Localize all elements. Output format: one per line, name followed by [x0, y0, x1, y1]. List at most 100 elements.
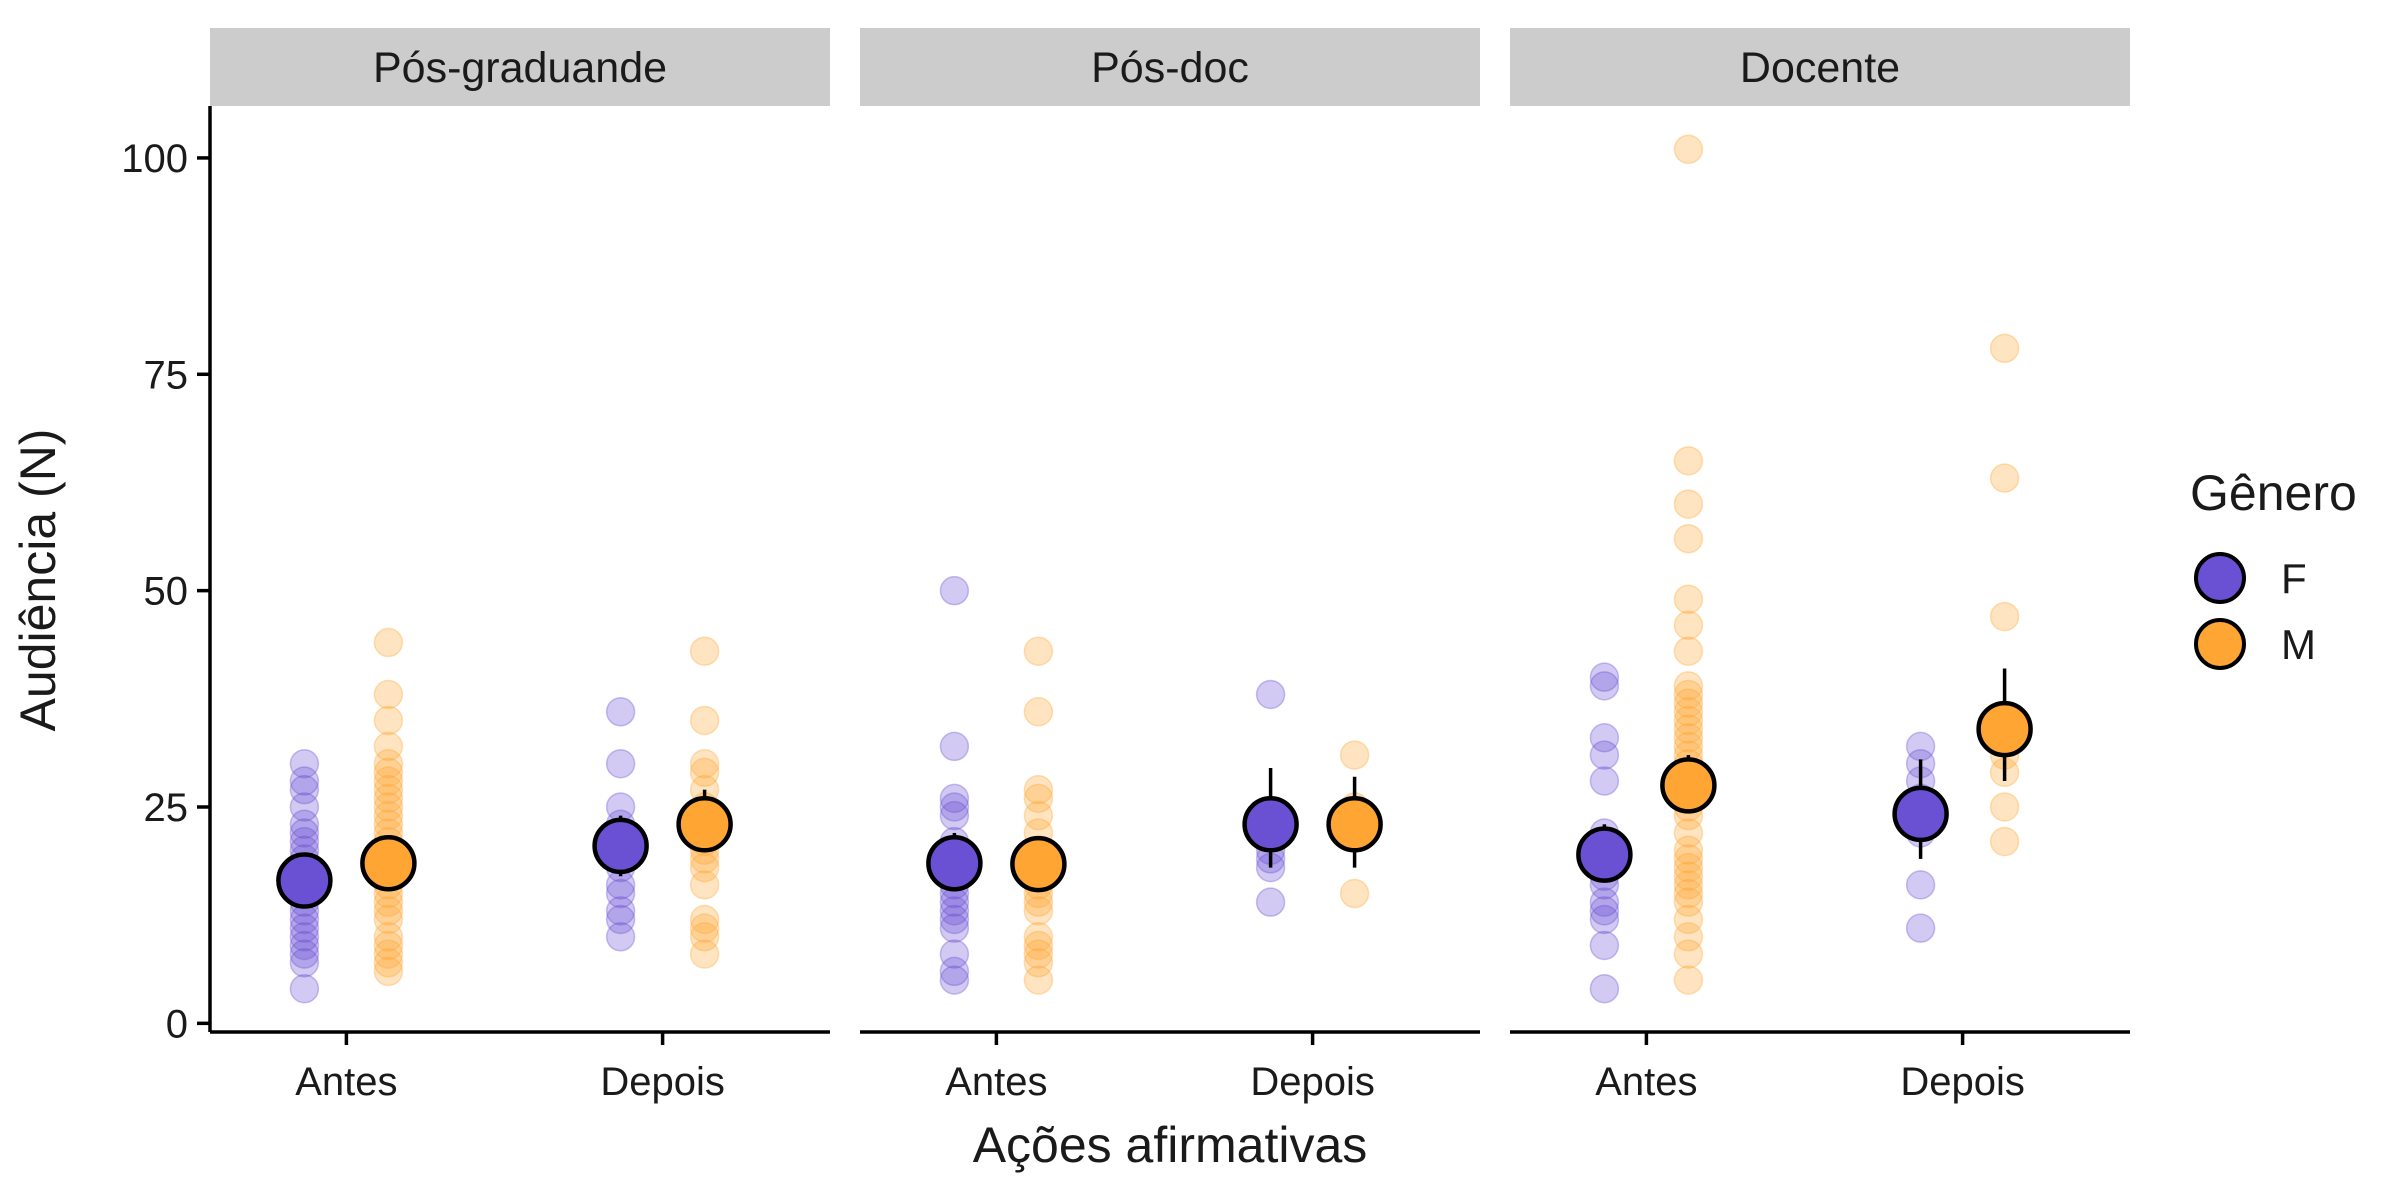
data-point	[689, 904, 720, 935]
data-point	[289, 913, 320, 943]
data-point	[1673, 904, 1704, 935]
data-point	[289, 809, 320, 840]
data-point	[1673, 887, 1704, 917]
data-point	[1589, 930, 1620, 961]
data-point	[373, 792, 404, 822]
data-point	[289, 792, 320, 822]
data-point	[605, 896, 636, 926]
legend-title: Gênero	[2190, 465, 2357, 521]
x-tick-label: Antes	[295, 1060, 397, 1104]
mean-point	[276, 852, 333, 909]
data-point	[1023, 948, 1054, 978]
data-point	[1023, 774, 1054, 805]
facet-strip	[1510, 28, 2130, 106]
data-point	[1339, 878, 1370, 909]
data-point	[689, 705, 720, 736]
data-point	[939, 913, 970, 943]
data-point	[373, 748, 404, 779]
facet-strip-label: Docente	[1740, 44, 1900, 92]
data-point	[605, 697, 636, 727]
data-point	[1673, 705, 1704, 736]
data-point	[1673, 671, 1704, 701]
data-point	[289, 818, 320, 848]
facet-strip	[860, 28, 1480, 106]
data-point	[1023, 783, 1054, 814]
data-point	[1989, 463, 2020, 493]
data-point	[1589, 766, 1620, 796]
data-point	[373, 766, 404, 796]
data-point	[1989, 333, 2020, 364]
data-point	[1673, 523, 1704, 554]
legend-label-m: M	[2281, 621, 2316, 668]
data-point	[939, 939, 970, 969]
data-point	[1023, 800, 1054, 831]
data-point	[1589, 671, 1620, 701]
data-point	[605, 922, 636, 952]
data-point	[939, 575, 970, 606]
mean-point	[1576, 826, 1633, 883]
data-point	[289, 948, 320, 978]
legend-key-m	[2194, 618, 2246, 670]
data-point	[1255, 679, 1286, 710]
data-point	[689, 913, 720, 943]
data-point	[1589, 662, 1620, 692]
data-point	[605, 904, 636, 935]
data-point	[1673, 870, 1704, 900]
facet-panels: Pós-graduande Antes Depois 0 25 50 75 100 Pós-do…	[121, 28, 2130, 1104]
facet-panel-1: Pós-graduande Antes Depois 0 25 50 75 100	[121, 28, 830, 1104]
data-point	[373, 783, 404, 814]
data-point	[1589, 740, 1620, 770]
data-point	[605, 748, 636, 779]
data-point	[373, 948, 404, 978]
data-point	[373, 757, 404, 788]
data-point	[939, 956, 970, 987]
data-point	[1673, 844, 1704, 874]
data-point	[939, 731, 970, 762]
facet-panel-3: Docente Antes Depois	[1510, 28, 2130, 1104]
data-point	[1673, 939, 1704, 969]
x-tick-label: Depois	[1250, 1060, 1375, 1104]
data-point	[1905, 870, 1936, 900]
data-point	[689, 757, 720, 788]
mean-point	[1326, 796, 1383, 853]
y-tick-label: 75	[144, 353, 189, 397]
mean-point	[1660, 757, 1717, 814]
data-point	[689, 922, 720, 952]
data-point	[1905, 913, 1936, 943]
legend-label-f: F	[2281, 555, 2307, 602]
data-point	[373, 627, 404, 658]
mean-point	[360, 834, 417, 892]
data-point	[1673, 636, 1704, 666]
data-point	[1673, 446, 1704, 476]
data-point	[1673, 688, 1704, 718]
data-point	[1673, 818, 1704, 848]
data-point	[289, 774, 320, 805]
y-tick-label: 100	[121, 137, 188, 181]
x-tick-label: Depois	[1900, 1060, 2025, 1104]
data-point	[289, 748, 320, 779]
data-point	[1673, 714, 1704, 744]
data-point	[373, 800, 404, 831]
data-point	[1989, 826, 2020, 857]
data-point	[373, 904, 404, 935]
data-point	[1673, 852, 1704, 883]
data-point	[1023, 697, 1054, 727]
mean-point	[676, 796, 733, 853]
legend: Gênero F M	[2190, 465, 2357, 670]
facet-strip	[210, 28, 830, 106]
data-point	[1673, 922, 1704, 952]
y-tick-label: 50	[144, 570, 189, 614]
data-point	[605, 878, 636, 909]
data-point	[689, 939, 720, 969]
x-tick-label: Antes	[945, 1060, 1047, 1104]
mean-point	[1892, 785, 1949, 843]
data-point	[1023, 939, 1054, 969]
data-point	[689, 636, 720, 666]
data-point	[689, 748, 720, 779]
data-point	[1673, 610, 1704, 641]
data-point	[1673, 723, 1704, 753]
data-point	[1589, 904, 1620, 935]
facet-strip-label: Pós-graduande	[373, 44, 667, 92]
data-point	[939, 896, 970, 926]
